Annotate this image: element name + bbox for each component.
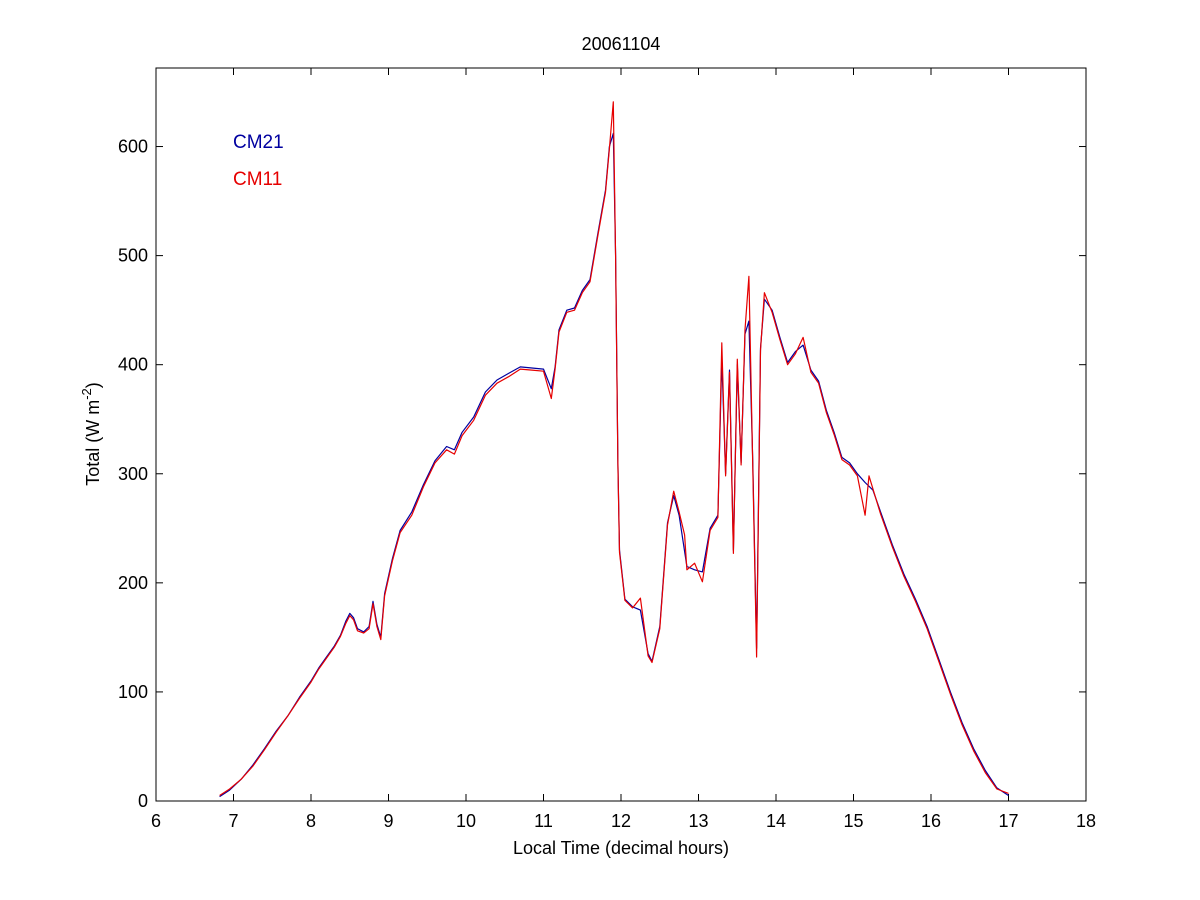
legend: CM21 CM11	[233, 132, 284, 190]
chart-title: 20061104	[582, 34, 661, 54]
legend-entry-cm11: CM11	[233, 169, 282, 190]
y-tick-label: 300	[118, 464, 148, 484]
x-tick-label: 12	[611, 811, 631, 831]
x-tick-label: 17	[998, 811, 1018, 831]
series-line-cm21	[219, 132, 1009, 798]
x-tick-label: 13	[688, 811, 708, 831]
x-tick-label: 8	[306, 811, 316, 831]
x-axis-label: Local Time (decimal hours)	[513, 838, 729, 858]
y-axis: 0 100 200 300 400 500 600	[118, 137, 1086, 811]
y-tick-label: 500	[118, 246, 148, 266]
x-tick-label: 18	[1076, 811, 1096, 831]
series-line-cm11	[219, 101, 1009, 797]
y-axis-label-text: Total (W m	[83, 400, 103, 486]
series-group	[219, 101, 1009, 798]
y-tick-label: 100	[118, 682, 148, 702]
x-tick-label: 15	[843, 811, 863, 831]
y-axis-label-close: )	[83, 382, 103, 388]
x-axis: 6 7 8 9 10 11 12 13 14 15 16 17 18	[151, 68, 1096, 831]
y-axis-label-superscript: -2	[79, 388, 94, 400]
y-axis-label: Total (W m-2)	[79, 382, 103, 486]
x-tick-label: 7	[228, 811, 238, 831]
plot-frame	[155, 67, 1087, 802]
legend-entry-cm21: CM21	[233, 132, 284, 153]
y-tick-label: 200	[118, 573, 148, 593]
x-tick-label: 10	[456, 811, 476, 831]
x-tick-label: 11	[534, 811, 553, 831]
y-tick-label: 400	[118, 355, 148, 375]
y-tick-label: 600	[118, 137, 148, 157]
x-tick-label: 14	[766, 811, 786, 831]
x-tick-label: 16	[921, 811, 941, 831]
x-tick-label: 6	[151, 811, 161, 831]
y-tick-label: 0	[138, 791, 148, 811]
x-tick-label: 9	[383, 811, 393, 831]
